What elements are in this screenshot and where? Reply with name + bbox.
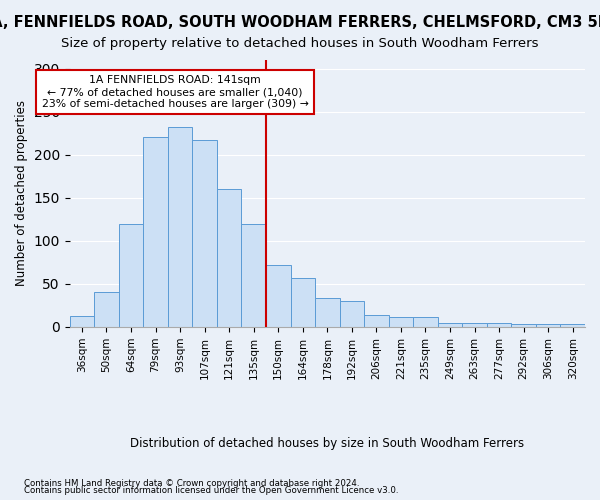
Text: 1A FENNFIELDS ROAD: 141sqm
← 77% of detached houses are smaller (1,040)
23% of s: 1A FENNFIELDS ROAD: 141sqm ← 77% of deta…: [42, 76, 308, 108]
Bar: [413, 318, 438, 327]
Text: 1A, FENNFIELDS ROAD, SOUTH WOODHAM FERRERS, CHELMSFORD, CM3 5RZ: 1A, FENNFIELDS ROAD, SOUTH WOODHAM FERRE…: [0, 15, 600, 30]
Bar: [143, 138, 168, 327]
Bar: [536, 324, 560, 327]
Bar: [462, 324, 487, 327]
Bar: [266, 265, 290, 327]
Bar: [70, 316, 94, 327]
Bar: [364, 315, 389, 327]
Bar: [217, 189, 241, 327]
Bar: [389, 318, 413, 327]
Text: Contains HM Land Registry data © Crown copyright and database right 2024.: Contains HM Land Registry data © Crown c…: [24, 478, 359, 488]
Bar: [290, 278, 315, 327]
Bar: [487, 324, 511, 327]
Bar: [119, 224, 143, 327]
Bar: [315, 298, 340, 327]
Bar: [168, 127, 193, 327]
Bar: [511, 324, 536, 327]
Bar: [241, 224, 266, 327]
Bar: [438, 322, 462, 327]
Bar: [94, 292, 119, 327]
Text: Contains public sector information licensed under the Open Government Licence v3: Contains public sector information licen…: [24, 486, 398, 495]
Bar: [340, 301, 364, 327]
Bar: [193, 140, 217, 327]
Y-axis label: Number of detached properties: Number of detached properties: [15, 100, 28, 286]
Bar: [560, 324, 585, 327]
Text: Size of property relative to detached houses in South Woodham Ferrers: Size of property relative to detached ho…: [61, 38, 539, 51]
X-axis label: Distribution of detached houses by size in South Woodham Ferrers: Distribution of detached houses by size …: [130, 437, 524, 450]
